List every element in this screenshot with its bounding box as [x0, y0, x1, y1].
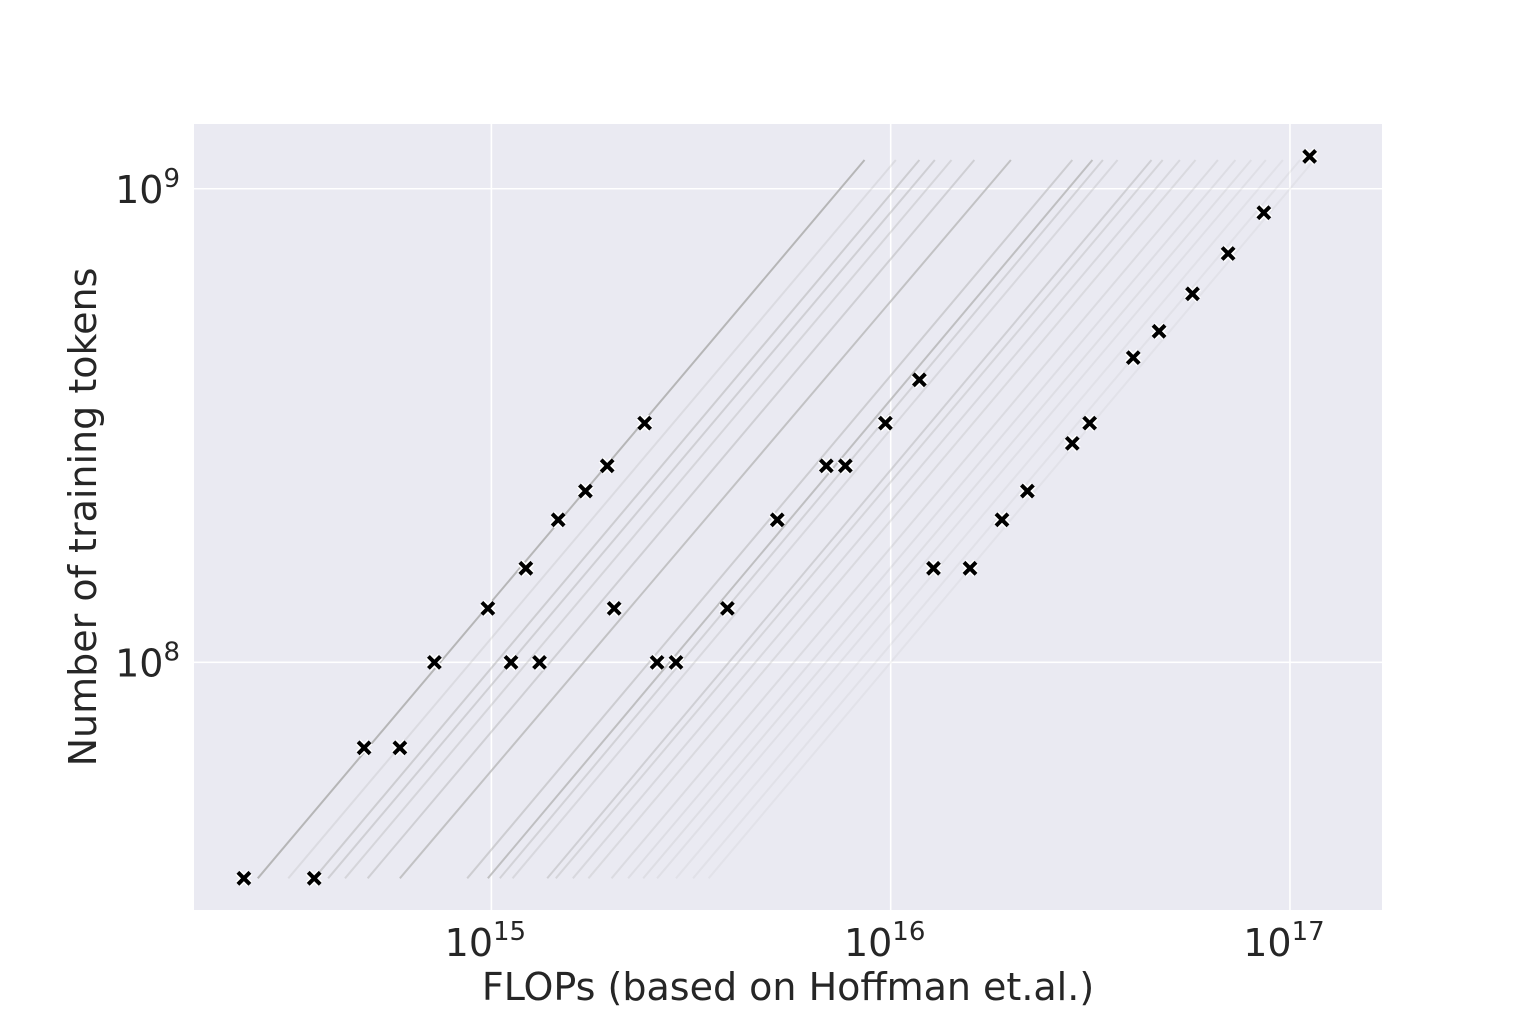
trend-line-15	[610, 159, 1219, 879]
y-axis-label: Number of training tokens	[61, 268, 105, 767]
trend-line-13	[572, 159, 1181, 879]
y-tick-label-1: 109	[115, 164, 180, 212]
data-point-32	[1255, 204, 1273, 222]
data-point-8	[531, 653, 548, 671]
data-point-19	[836, 457, 854, 475]
plot-background	[194, 124, 1382, 910]
data-point-22	[925, 559, 942, 577]
data-point-27	[1081, 414, 1099, 432]
data-point-11	[598, 457, 616, 475]
data-point-21	[910, 371, 928, 389]
y-tick-labels: 108 109	[115, 164, 180, 686]
y-tick-label-0: 108	[115, 637, 180, 685]
data-point-14	[648, 653, 666, 671]
x-tick-labels: 1015 1016 1017	[445, 917, 1325, 965]
trend-lines	[257, 159, 1315, 879]
data-point-5	[479, 599, 497, 617]
data-point-12	[605, 599, 623, 617]
trend-line-1	[287, 159, 897, 879]
trend-line-3	[327, 159, 936, 879]
trend-line-8	[487, 159, 1094, 879]
data-point-17	[768, 511, 786, 529]
trend-line-18	[656, 159, 1267, 879]
x-tick-label-0: 1015	[445, 917, 526, 965]
data-point-31	[1219, 245, 1237, 262]
trend-line-17	[642, 159, 1253, 879]
data-point-4	[425, 653, 443, 671]
trend-line-12	[555, 159, 1164, 879]
trend-line-16	[627, 159, 1237, 879]
data-point-25	[1018, 482, 1036, 500]
x-tick-label-2: 1017	[1243, 917, 1324, 965]
trend-line-7	[466, 159, 1074, 879]
data-point-23	[961, 559, 979, 577]
trend-line-21	[707, 159, 1315, 879]
trend-line-2	[313, 159, 921, 879]
trend-line-11	[546, 159, 1153, 879]
data-point-3	[391, 739, 409, 757]
data-point-10	[576, 482, 594, 500]
data-point-20	[876, 414, 894, 432]
data-point-26	[1063, 434, 1081, 452]
data-point-30	[1184, 285, 1201, 303]
trend-line-19	[675, 159, 1284, 879]
x-axis-label: FLOPs (based on Hoffman et.al.)	[482, 965, 1094, 1009]
trend-line-14	[587, 159, 1197, 879]
x-tick-label-1: 1016	[844, 917, 925, 965]
data-point-2	[355, 739, 373, 757]
data-point-9	[549, 511, 567, 529]
data-point-16	[718, 599, 736, 617]
data-point-33	[1301, 147, 1319, 165]
data-point-6	[502, 653, 520, 671]
data-point-0	[235, 869, 253, 887]
data-markers	[235, 147, 1319, 887]
data-point-29	[1150, 322, 1168, 340]
data-point-7	[517, 559, 535, 577]
data-point-15	[667, 653, 685, 671]
data-point-18	[817, 457, 835, 475]
trend-line-9	[499, 159, 1104, 879]
trend-line-5	[366, 159, 976, 879]
trend-line-10	[511, 159, 1119, 879]
data-point-13	[636, 414, 654, 432]
trend-line-4	[344, 159, 953, 879]
data-point-1	[305, 869, 323, 887]
data-point-24	[993, 511, 1011, 529]
grid-lines	[194, 124, 1382, 910]
data-point-28	[1124, 349, 1142, 367]
trend-line-6	[399, 159, 1012, 879]
